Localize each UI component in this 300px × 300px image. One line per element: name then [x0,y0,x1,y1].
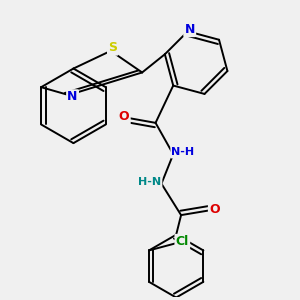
Text: S: S [108,41,117,54]
Text: H-N: H-N [138,177,161,187]
Text: O: O [119,110,130,124]
Text: N: N [68,91,78,103]
Text: O: O [209,203,220,216]
Text: N: N [184,23,195,36]
Text: N-H: N-H [172,147,195,157]
Text: Cl: Cl [176,235,189,248]
